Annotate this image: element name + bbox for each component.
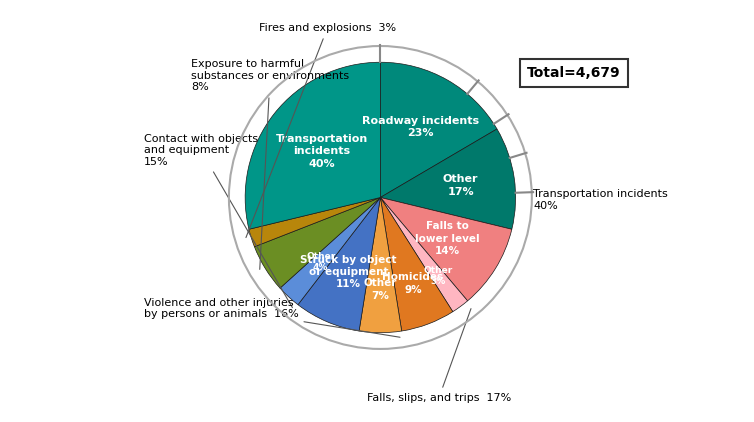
Wedge shape (380, 129, 516, 229)
Wedge shape (359, 197, 402, 333)
Wedge shape (298, 197, 380, 331)
Text: Other
4%: Other 4% (306, 252, 336, 272)
Text: Roadway incidents
23%: Roadway incidents 23% (362, 116, 480, 138)
Wedge shape (380, 197, 453, 331)
Wedge shape (254, 197, 380, 288)
Text: Exposure to harmful
substances or environments
8%: Exposure to harmful substances or enviro… (191, 59, 349, 269)
Text: Fires and explosions  3%: Fires and explosions 3% (246, 24, 396, 238)
Wedge shape (380, 197, 467, 312)
Text: Transportation
incidents
40%: Transportation incidents 40% (276, 134, 368, 169)
Text: Other
7%: Other 7% (363, 278, 397, 300)
Text: Other
3%: Other 3% (423, 266, 452, 286)
Text: Transportation incidents
40%: Transportation incidents 40% (533, 189, 668, 211)
Wedge shape (280, 197, 380, 305)
Wedge shape (245, 62, 380, 229)
Text: Violence and other injuries
by persons or animals  16%: Violence and other injuries by persons o… (144, 298, 400, 337)
Text: Contact with objects
and equipment
15%: Contact with objects and equipment 15% (144, 133, 293, 308)
Text: Falls to
lower level
14%: Falls to lower level 14% (415, 221, 480, 256)
Text: Homicides
9%: Homicides 9% (382, 272, 443, 295)
Text: Struck by object
or equipment
11%: Struck by object or equipment 11% (300, 254, 397, 289)
Wedge shape (380, 62, 497, 197)
Text: Falls, slips, and trips  17%: Falls, slips, and trips 17% (367, 308, 511, 403)
Wedge shape (249, 197, 380, 247)
Text: Other
17%: Other 17% (443, 174, 478, 197)
Wedge shape (380, 197, 512, 301)
Text: Total=4,679: Total=4,679 (527, 66, 621, 80)
